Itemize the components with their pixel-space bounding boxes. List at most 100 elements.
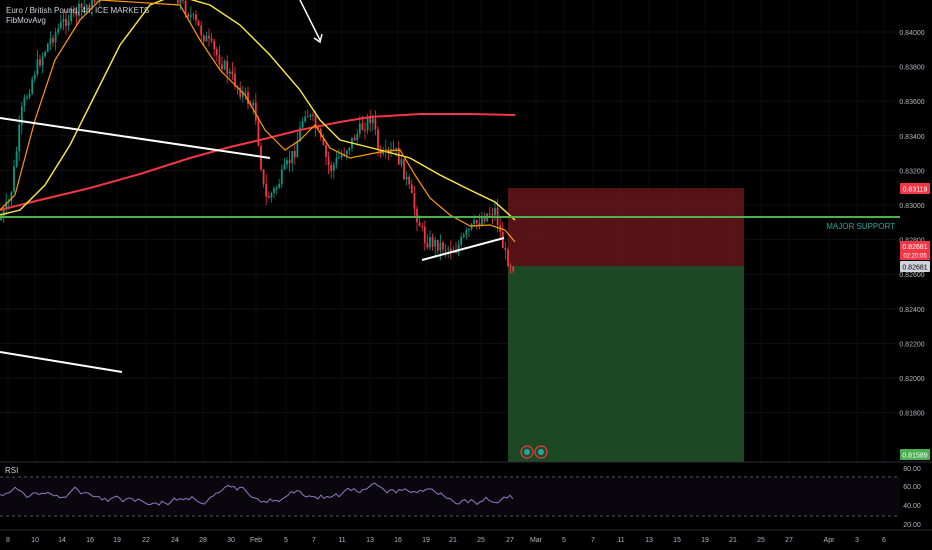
trendline-wedge[interactable] [421, 237, 505, 261]
candle-body [205, 35, 208, 42]
x-tick-label: 22 [142, 537, 150, 544]
x-tick-label: 11 [617, 537, 624, 544]
candle-body [208, 35, 210, 39]
candle-body [358, 123, 361, 134]
rsi-band-fill [0, 477, 900, 516]
candle-body [176, 0, 179, 4]
entry-price-badge [900, 261, 930, 272]
event-icon-dot [524, 449, 530, 455]
symbol-title[interactable]: Euro / British Pound, 4h, ICE MARKETS [6, 6, 150, 15]
stop-price-label: 0.83119 [903, 187, 928, 194]
candle-body [465, 230, 468, 235]
event-icon-dot [538, 449, 544, 455]
candle-body [31, 79, 34, 94]
candle-body [330, 165, 333, 171]
candle-body [62, 18, 65, 22]
x-tick-label: 30 [227, 537, 235, 544]
candle-body [356, 133, 359, 141]
candle-body [195, 14, 197, 21]
candle-body [395, 147, 398, 150]
x-tick-label: 15 [673, 537, 681, 544]
candle-body [93, 0, 96, 3]
x-tick-label: 16 [394, 537, 402, 544]
candle-body [392, 149, 395, 151]
candle-body [91, 0, 93, 10]
candle-body [444, 249, 447, 251]
candle-body [439, 242, 442, 251]
trendline-lower[interactable] [0, 351, 123, 373]
take-profit-zone[interactable] [508, 266, 744, 462]
candle-body [348, 147, 351, 151]
x-tick-label: 27 [785, 537, 793, 544]
candle-body [481, 218, 483, 226]
candle-body [267, 196, 270, 198]
candle-body [52, 38, 54, 43]
stop-loss-zone[interactable] [508, 188, 744, 266]
candle-body [512, 267, 515, 271]
candle-body [421, 226, 424, 228]
x-tick-label: 3 [855, 537, 859, 544]
candle-body [75, 10, 78, 16]
candle-body [41, 56, 44, 66]
candle-body [436, 239, 439, 251]
candle-body [369, 116, 372, 123]
candle-body [36, 59, 39, 75]
rsi-line [0, 482, 514, 506]
candle-body [10, 191, 13, 202]
candle-body [410, 184, 413, 194]
candle-body [400, 159, 403, 165]
candle-body [239, 87, 242, 97]
candle-body [317, 127, 320, 129]
candle-body [475, 220, 478, 224]
rsi-tick-label: 80.00 [903, 466, 921, 473]
candle-body [28, 93, 31, 98]
candle-body [270, 193, 273, 198]
current-price-label: 0.82681 [902, 244, 927, 251]
candle-body [387, 149, 390, 151]
candle-body [455, 252, 457, 254]
candle-body [5, 201, 8, 210]
candle-body [72, 9, 75, 11]
candle-body [423, 226, 426, 244]
x-tick-label: 27 [506, 537, 514, 544]
candle-body [286, 160, 288, 165]
support-label: MAJOR SUPPORT [826, 222, 895, 231]
x-tick-label: 13 [366, 537, 374, 544]
ma-red-line [0, 113, 516, 211]
ma-yellow-line [0, 0, 516, 221]
candle-body [262, 169, 265, 184]
rsi-tick-label: 60.00 [903, 484, 921, 491]
x-tick-label: 19 [422, 537, 430, 544]
candle-body [18, 124, 21, 152]
candle-body [252, 102, 255, 106]
candle-body [202, 35, 205, 42]
candle-body [247, 91, 249, 105]
candle-body [327, 156, 330, 166]
candle-body [49, 38, 52, 44]
x-tick-label: Mar [530, 537, 543, 544]
candle-body [345, 150, 348, 155]
y-tick-label: 0.83200 [899, 168, 924, 175]
candle-body [257, 120, 260, 146]
trendline-upper[interactable] [0, 117, 271, 159]
y-tick-label: 0.82400 [899, 307, 924, 314]
y-tick-label: 0.84000 [899, 30, 924, 37]
candle-body [187, 14, 190, 17]
candle-body [231, 71, 234, 74]
time-axis[interactable]: 8 10 14 16 19 22 24 28 30 Feb 5 7 11 13 16 19 21 25 27 Mar 5… [6, 537, 886, 544]
price-axis[interactable]: 0.84000 0.83800 0.83600 0.83400 0.83200 0.830… [899, 30, 924, 418]
x-tick-label: 11 [338, 537, 345, 544]
candle-body [254, 102, 257, 121]
ma-orange-line [0, 0, 516, 243]
candle-body [301, 121, 304, 128]
candle-body [377, 129, 379, 151]
x-tick-label: 7 [312, 537, 316, 544]
x-tick-label: 13 [645, 537, 653, 544]
candle-body [80, 3, 83, 9]
arrow-line [299, 0, 321, 41]
indicator-label[interactable]: FibMovAvg [6, 16, 46, 25]
x-tick-label: 5 [562, 537, 566, 544]
y-tick-label: 0.83800 [899, 65, 924, 72]
candle-body [507, 249, 509, 267]
